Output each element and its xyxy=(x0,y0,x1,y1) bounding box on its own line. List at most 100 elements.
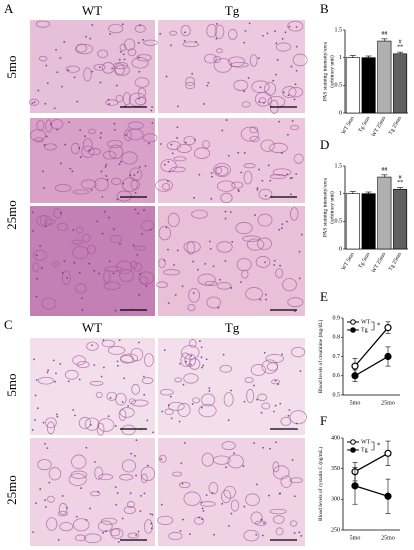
y-tick-label: 350 xyxy=(331,466,340,472)
nucleus xyxy=(163,349,166,352)
panel-label: D xyxy=(320,137,329,152)
nucleus xyxy=(45,135,48,138)
nucleus xyxy=(281,227,283,230)
nucleus xyxy=(89,37,92,40)
y-tick-label: 0.8 xyxy=(333,335,341,341)
tubule xyxy=(184,353,197,367)
tubule xyxy=(185,81,196,90)
tubule xyxy=(114,64,130,76)
nucleus xyxy=(91,344,93,347)
nucleus xyxy=(259,298,262,301)
nucleus xyxy=(221,129,224,132)
tubule xyxy=(170,166,186,173)
nucleus xyxy=(243,41,246,44)
nucleus xyxy=(181,482,184,485)
nucleus xyxy=(163,259,166,262)
tubule xyxy=(81,145,95,158)
nucleus xyxy=(168,404,170,407)
nucleus xyxy=(264,261,266,264)
nucleus xyxy=(43,187,45,189)
bar xyxy=(361,57,376,114)
legend-marker xyxy=(350,327,356,333)
nucleus xyxy=(170,44,172,47)
tubule xyxy=(83,67,92,82)
tubule xyxy=(32,262,40,273)
nucleus xyxy=(143,492,146,495)
nucleus xyxy=(93,460,96,463)
significance: * xyxy=(377,322,381,330)
nucleus xyxy=(133,174,136,176)
tubule xyxy=(37,459,52,471)
tubule xyxy=(46,517,58,531)
nucleus xyxy=(170,143,173,146)
nucleus xyxy=(178,420,181,423)
nucleus xyxy=(295,173,298,175)
nucleus xyxy=(118,163,121,166)
tubule xyxy=(34,137,44,143)
nucleus xyxy=(46,82,49,85)
nucleus xyxy=(44,102,47,105)
tubule xyxy=(119,407,135,418)
nucleus xyxy=(149,228,152,231)
nucleus xyxy=(212,265,215,268)
tubule xyxy=(35,20,50,28)
nucleus xyxy=(288,409,291,411)
nucleus xyxy=(167,160,170,163)
nucleus xyxy=(57,538,60,541)
nucleus xyxy=(200,501,203,504)
nucleus xyxy=(80,487,82,490)
tubule xyxy=(48,467,62,481)
nucleus xyxy=(44,506,47,508)
y-tick-label: 0.6 xyxy=(333,373,341,379)
tubule xyxy=(102,150,117,160)
nucleus xyxy=(204,262,207,265)
nucleus xyxy=(101,196,104,198)
nucleus xyxy=(31,211,34,214)
nucleus xyxy=(66,506,68,509)
nucleus xyxy=(168,170,171,173)
nucleus xyxy=(108,260,111,263)
tubule xyxy=(71,239,83,245)
nucleus xyxy=(243,90,246,93)
nucleus xyxy=(72,408,75,411)
tubule xyxy=(127,501,135,509)
nucleus xyxy=(227,419,230,422)
tubule xyxy=(86,341,99,351)
tubule xyxy=(185,76,195,87)
nucleus xyxy=(67,69,70,72)
nucleus xyxy=(111,67,114,70)
nucleus xyxy=(141,232,143,235)
y-tick-label: 250 xyxy=(331,527,340,533)
nucleus xyxy=(54,380,57,383)
tubule xyxy=(254,520,267,526)
tubule xyxy=(156,281,168,289)
nucleus xyxy=(294,83,297,86)
nucleus xyxy=(31,102,34,105)
nucleus xyxy=(45,64,48,67)
nucleus xyxy=(79,156,82,158)
tubule xyxy=(233,79,249,91)
tubule xyxy=(241,101,251,108)
tubule xyxy=(261,359,278,374)
nucleus xyxy=(253,442,255,445)
x-tick-label: 5mo xyxy=(350,400,361,406)
nucleus xyxy=(116,492,119,494)
nucleus xyxy=(97,490,99,493)
nucleus xyxy=(261,179,264,182)
tubule xyxy=(56,222,69,231)
significance: ## xyxy=(381,167,387,173)
nucleus xyxy=(185,360,187,363)
nucleus xyxy=(278,492,281,495)
nucleus xyxy=(78,271,81,274)
nucleus xyxy=(33,358,36,361)
tubule xyxy=(136,54,152,62)
tubule xyxy=(38,55,48,62)
tubule xyxy=(289,410,307,425)
nucleus xyxy=(105,530,107,532)
nucleus xyxy=(208,240,211,243)
x-tick-label: 5mo xyxy=(350,535,361,541)
tubule xyxy=(128,398,136,405)
y-tick-label: 0.5 xyxy=(335,219,343,225)
nucleus xyxy=(59,362,62,365)
nucleus xyxy=(269,179,272,182)
